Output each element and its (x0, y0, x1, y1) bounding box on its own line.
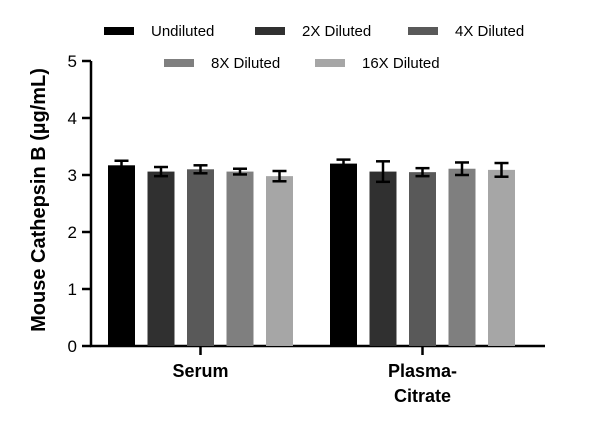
bar (266, 176, 293, 346)
x-category-label: Citrate (394, 386, 451, 406)
bar (187, 169, 214, 346)
bar (330, 163, 357, 346)
bar (226, 171, 254, 346)
y-axis-label: Mouse Cathepsin B (µg/mL) (28, 68, 50, 332)
legend-swatch (408, 27, 438, 35)
bars (108, 158, 515, 346)
legend-swatch (164, 59, 194, 67)
y-tick-label: 4 (68, 109, 77, 128)
bar (147, 171, 175, 346)
legend-swatch (104, 27, 134, 35)
y-tick-label: 5 (68, 52, 77, 71)
bar (409, 172, 436, 346)
legend-label: 8X Diluted (211, 55, 280, 72)
bar (369, 171, 397, 346)
legend-swatch (315, 59, 345, 67)
legend: Undiluted 2X Diluted 4X Diluted 8X Diluted 1… (104, 23, 524, 72)
x-category-label: Serum (172, 361, 228, 381)
legend-label: Undiluted (151, 23, 214, 40)
y-tick-label: 1 (68, 280, 77, 299)
bar (488, 169, 515, 346)
legend-label: 2X Diluted (302, 23, 371, 40)
y-tick-label: 2 (68, 223, 77, 242)
bar (108, 165, 135, 346)
legend-label: 16X Diluted (362, 55, 440, 72)
legend-swatch (255, 27, 285, 35)
bar (448, 168, 476, 346)
y-tick-label: 0 (68, 337, 77, 356)
x-category-label: Plasma- (388, 361, 457, 381)
legend-label: 4X Diluted (455, 23, 524, 40)
y-tick-label: 3 (68, 166, 77, 185)
